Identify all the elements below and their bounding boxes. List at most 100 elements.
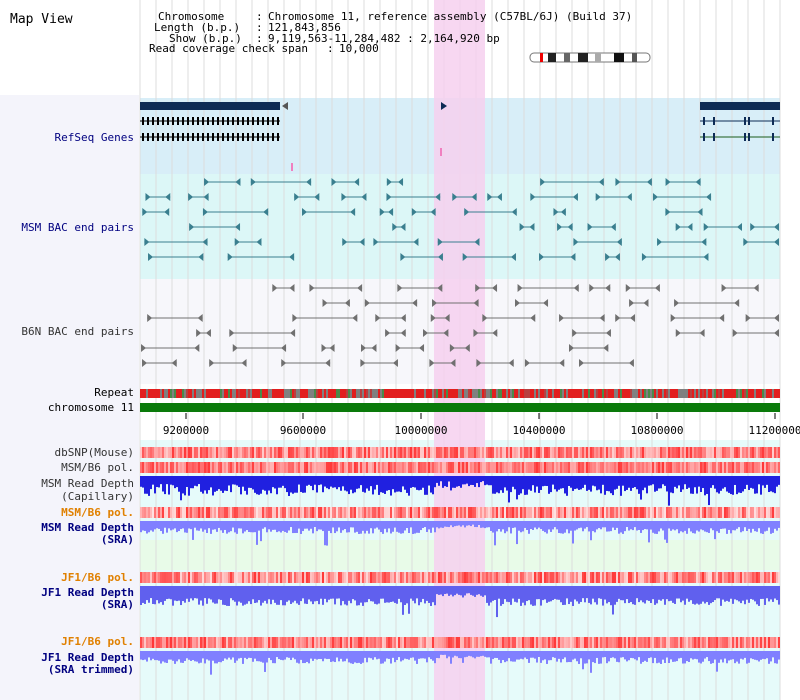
msm-pol2-heat [386,507,388,518]
msm-pol2-heat [296,507,298,518]
track-label-refseq-genes[interactable]: RefSeq Genes [55,131,134,144]
jf1-depth-sra [430,586,432,606]
jf1-pol-heat [146,572,148,583]
msm-bac-pair-end [703,253,709,261]
msm-depth-capillary [240,476,242,495]
msm-pol-heat [680,462,682,473]
dbsnp-heat [510,447,512,458]
msm-depth-sra [256,521,258,545]
msm-pol2-heat [586,507,588,518]
msm-depth-capillary [330,476,332,487]
jf1-pol2-heat [512,637,514,648]
msm-depth-sra [746,521,748,531]
track-label-b6n-bac[interactable]: B6N BAC end pairs [21,325,134,338]
msm-bac-pair-end [646,178,652,186]
msm-pol-heat [252,462,254,473]
gene-exon [202,117,204,125]
jf1-depth-trim [498,651,500,660]
msm-depth-capillary [668,476,670,506]
msm-pol-heat [168,462,170,473]
msm-pol2-heat [334,507,336,518]
jf1-depth-trim [164,651,166,663]
jf1-depth-sra [376,586,378,605]
gene-exon [217,117,219,125]
dbsnp-heat [570,447,572,458]
msm-depth-capillary [776,476,778,487]
dbsnp-heat [666,447,668,458]
msm-pol-heat [218,462,220,473]
jf1-pol2-heat [406,637,408,648]
msm-depth-sra [596,521,598,530]
jf1-depth-trim [362,651,364,663]
repeat-segment [648,389,650,398]
msm-depth-capillary [744,476,746,489]
msm-pol-heat [526,462,528,473]
msm-pol2-heat [278,507,280,518]
jf1-pol2-heat [436,637,438,648]
b6n-bac-pair-end [774,329,779,337]
jf1-pol2-heat [216,637,218,648]
msm-bac-pair-end [519,223,525,231]
msm-bac-pair-end [386,178,392,186]
msm-depth-sra [492,521,494,533]
msm-pol2-heat [708,507,710,518]
msm-depth-sra [398,521,400,533]
gene-exon [252,133,254,141]
msm-pol2-heat [676,507,678,518]
jf1-pol2-heat [688,637,690,648]
repeat-segment [728,389,730,398]
dbsnp-heat [432,447,434,458]
msm-depth-capillary [252,476,254,490]
track-label-chromosome: chromosome 11 [48,401,134,414]
msm-depth-capillary [682,476,684,490]
msm-pol-heat [342,462,344,473]
msm-pol-heat [360,462,362,473]
msm-pol2-heat [772,507,774,518]
msm-pol-heat [216,462,218,473]
msm-bac-pair-end [413,238,419,246]
msm-pol-heat [518,462,520,473]
msm-depth-capillary [250,476,252,488]
jf1-depth-sra [582,586,584,599]
jf1-pol2-heat [272,637,274,648]
msm-pol-heat [568,462,570,473]
dbsnp-heat [542,447,544,458]
track-label-msm-bac[interactable]: MSM BAC end pairs [21,221,134,234]
selected-region-highlight[interactable] [434,0,485,700]
msm-bac-pair-end [302,208,308,216]
jf1-depth-trim [754,651,756,660]
dbsnp-heat [518,447,520,458]
chromosome-ideogram[interactable] [529,52,651,63]
msm-depth-sra [386,521,388,533]
axis-tick-label: 10800000 [631,424,684,437]
jf1-depth-sra [350,586,352,604]
jf1-pol-heat [448,572,450,583]
jf1-pol2-heat [660,637,662,648]
msm-pol2-heat [600,507,602,518]
msm-pol-heat [626,462,628,473]
jf1-depth-trim [366,651,368,663]
jf1-depth-sra [292,586,294,603]
jf1-pol2-heat [560,637,562,648]
dbsnp-heat [176,447,178,458]
dbsnp-heat [324,447,326,458]
msm-pol-heat [158,462,160,473]
jf1-pol2-heat [666,637,668,648]
jf1-depth-sra [608,586,610,603]
msm-depth-sra [264,521,266,528]
jf1-pol2-heat [484,637,486,648]
jf1-depth-sra [696,586,698,604]
msm-depth-capillary [584,476,586,485]
msm-depth-capillary [434,476,436,488]
b6n-bac-pair-end [429,359,435,367]
dbsnp-heat [462,447,464,458]
dbsnp-heat [656,447,658,458]
jf1-pol2-heat [700,637,702,648]
gene-exon [237,133,239,141]
msm-depth-sra [144,521,146,531]
dbsnp-heat [730,447,732,458]
jf1-pol2-heat [166,637,168,648]
jf1-depth-sra [196,586,198,599]
msm-depth-sra [702,521,704,531]
